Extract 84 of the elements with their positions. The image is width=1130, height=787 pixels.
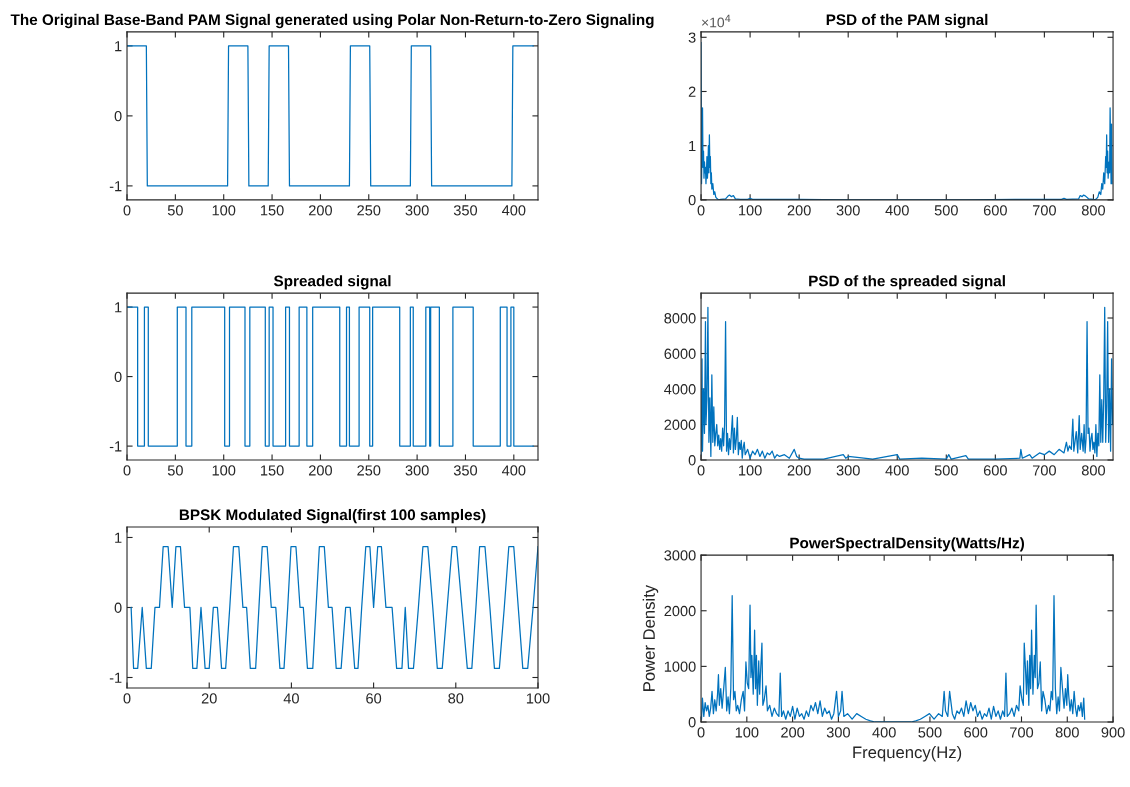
x-tick-label: 400: [885, 205, 909, 216]
x-tick-label: 250: [357, 465, 381, 476]
y-tick-label: 6000: [664, 348, 696, 359]
chart-title: The Original Base-Band PAM Signal generated using Polar Non-Return-to-Zero Signaling: [10, 13, 654, 29]
x-tick-label: 350: [453, 465, 478, 476]
x-tick-label: 600: [983, 205, 1007, 216]
line-series: [701, 595, 1086, 722]
text: ×10$^{4}$: [702, 14, 731, 28]
y-tick-label: -1: [109, 672, 122, 683]
x-tick-label: 600: [983, 465, 1007, 476]
chart-title: PowerSpectralDensity(Watts/Hz): [790, 537, 1025, 552]
x-tick-label: 0: [697, 727, 705, 738]
x-tick-label: 50: [167, 465, 183, 476]
x-tick-label: 20: [201, 693, 217, 704]
chart-title: BPSK Modulated Signal(first 100 samples): [179, 508, 486, 524]
chart-title: Spreaded signal: [273, 275, 391, 290]
x-tick-label: 400: [501, 465, 526, 476]
y-tick-label: 0: [114, 110, 122, 122]
x-axis-title: Frequency(Hz): [853, 746, 962, 762]
y-tick-label: 0: [688, 455, 696, 466]
x-tick-label: 200: [308, 205, 333, 216]
x-tick-label: 150: [261, 205, 284, 216]
y-tick-label: 1: [115, 532, 122, 543]
y-axis-title: Power Density: [642, 584, 659, 691]
x-tick-label: 800: [1081, 465, 1106, 476]
x-tick-label: 800: [1081, 205, 1106, 216]
x-tick-label: 800: [1055, 727, 1079, 738]
x-tick-label: 0: [123, 205, 131, 216]
y-tick-label: 1: [115, 41, 122, 52]
y-tick-label: 1: [689, 140, 696, 151]
x-tick-label: 60: [366, 693, 382, 704]
y-tick-label: 1: [115, 302, 122, 313]
y-tick-label: -1: [109, 441, 122, 452]
x-tick-label: 700: [1010, 727, 1034, 738]
x-tick-label: 0: [123, 465, 131, 476]
x-tick-label: 900: [1101, 727, 1125, 738]
y-tick-label: -1: [109, 181, 122, 192]
x-tick-label: 100: [212, 465, 236, 476]
y-tick-label: 0: [688, 195, 696, 206]
x-tick-label: 100: [739, 205, 762, 216]
x-tick-label: 700: [1032, 465, 1056, 476]
y-tick-label: 3000: [664, 550, 696, 561]
y-tick-label: 3: [688, 32, 696, 43]
x-tick-label: 500: [934, 465, 958, 476]
x-tick-label: 40: [283, 693, 299, 704]
x-tick-label: 300: [836, 205, 860, 216]
y-tick-label: 8000: [664, 313, 696, 324]
x-tick-label: 100: [212, 205, 236, 216]
x-tick-label: 0: [697, 465, 705, 476]
x-tick-label: 700: [1032, 205, 1056, 216]
x-tick-label: 250: [357, 205, 381, 216]
y-tick-label: 2: [688, 86, 696, 97]
x-tick-label: 0: [697, 205, 705, 216]
chart-title: PSD of the spreaded signal: [809, 275, 1005, 290]
x-tick-label: 200: [787, 205, 811, 216]
x-tick-label: 400: [872, 727, 896, 738]
y-tick-label: 2000: [664, 419, 696, 430]
y-tick-label: 2000: [664, 605, 696, 617]
y-tick-label: 0: [688, 717, 696, 728]
x-tick-label: 400: [501, 205, 526, 216]
x-tick-label: 300: [405, 465, 429, 476]
x-tick-label: 0: [123, 693, 131, 704]
chart-title: PSD of the PAM signal: [826, 13, 988, 29]
x-tick-label: 350: [453, 205, 478, 216]
x-tick-label: 100: [526, 693, 550, 704]
x-tick-label: 300: [405, 205, 429, 216]
y-tick-label: 4000: [664, 384, 696, 395]
x-tick-label: 150: [261, 465, 284, 476]
x-tick-label: 50: [167, 205, 183, 216]
x-tick-label: 300: [836, 465, 860, 476]
x-tick-label: 500: [918, 727, 942, 738]
x-tick-label: 300: [826, 727, 850, 738]
y-tick-label: 0: [114, 371, 122, 383]
x-tick-label: 200: [787, 465, 811, 476]
x-tick-label: 100: [739, 465, 762, 476]
y-tick-label: 0: [114, 602, 122, 613]
y-tick-label: 1000: [664, 661, 696, 672]
x-tick-label: 80: [448, 693, 464, 704]
x-tick-label: 400: [885, 465, 909, 476]
x-tick-label: 600: [964, 727, 988, 738]
x-tick-label: 500: [934, 205, 958, 216]
x-tick-label: 200: [308, 465, 333, 476]
x-tick-label: 100: [735, 727, 759, 738]
x-tick-label: 200: [781, 727, 805, 738]
